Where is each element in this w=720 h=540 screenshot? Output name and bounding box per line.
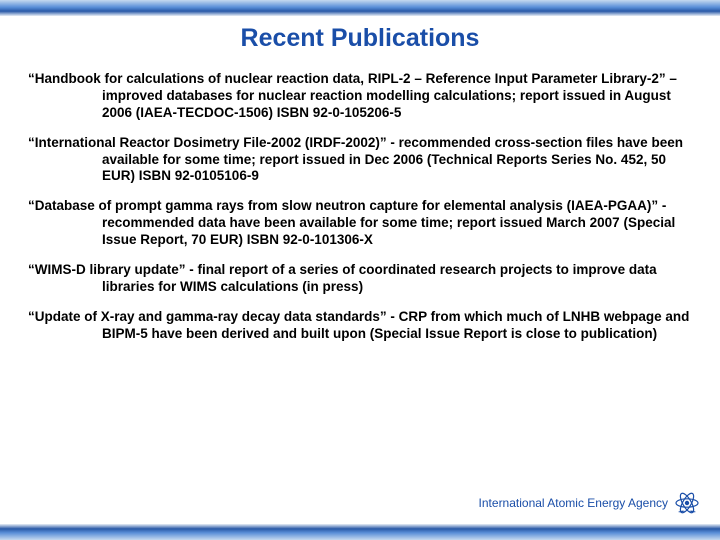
footer: International Atomic Energy Agency (479, 490, 700, 516)
publication-text: “Handbook for calculations of nuclear re… (28, 71, 677, 120)
publication-text: “Database of prompt gamma rays from slow… (28, 198, 675, 247)
top-gradient-bar (0, 0, 720, 16)
bottom-gradient-bar (0, 524, 720, 540)
publication-text: “International Reactor Dosimetry File-20… (28, 135, 683, 184)
publication-item: “International Reactor Dosimetry File-20… (28, 135, 692, 186)
slide-content: Recent Publications “Handbook for calcul… (28, 24, 692, 516)
publication-text: “WIMS-D library update” - final report o… (28, 262, 657, 294)
slide-title: Recent Publications (28, 24, 692, 53)
publication-item: “Update of X-ray and gamma-ray decay dat… (28, 309, 692, 343)
iaea-logo-icon (674, 490, 700, 516)
publication-item: “Handbook for calculations of nuclear re… (28, 71, 692, 122)
footer-org-text: International Atomic Energy Agency (479, 496, 668, 510)
publication-item: “Database of prompt gamma rays from slow… (28, 198, 692, 249)
publication-text: “Update of X-ray and gamma-ray decay dat… (28, 309, 689, 341)
publication-item: “WIMS-D library update” - final report o… (28, 262, 692, 296)
